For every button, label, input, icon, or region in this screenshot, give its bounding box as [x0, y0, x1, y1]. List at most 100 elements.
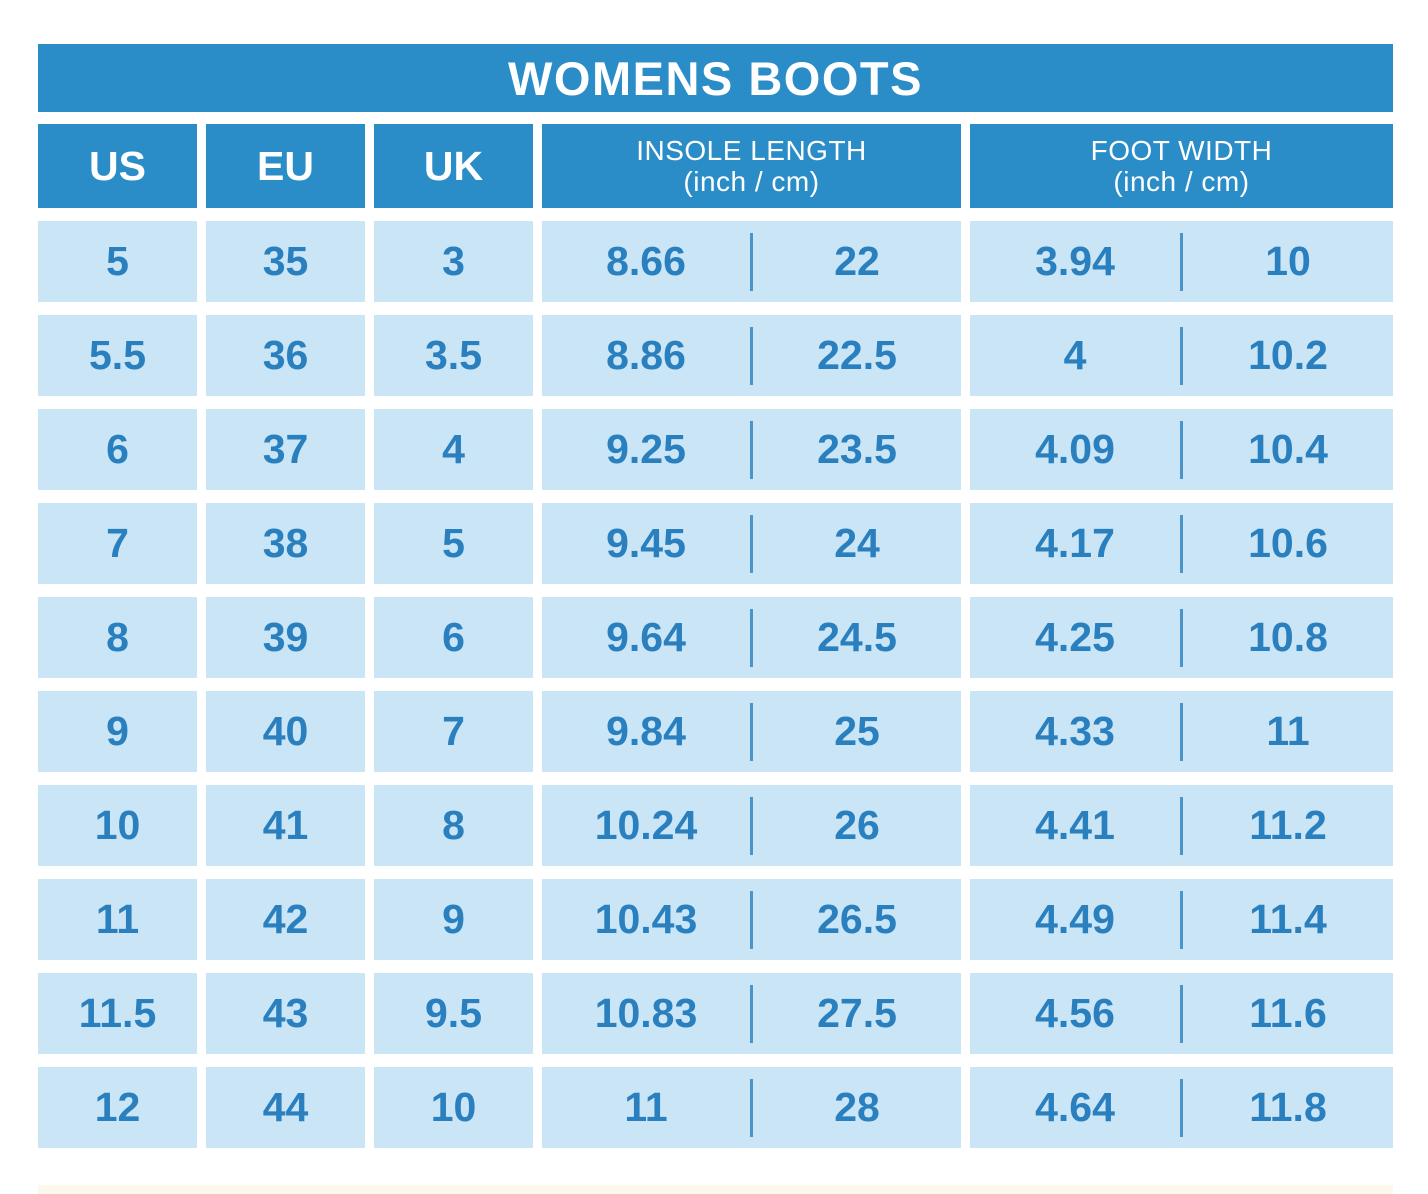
- cell-foot-width: 4.17 10.6: [970, 503, 1393, 584]
- table-row: 5.5 36 3.5 8.86 22.5 4 10.2: [38, 315, 1393, 396]
- insole-inch-value: 8.66: [606, 238, 686, 284]
- cell-foot-width: 4.33 11: [970, 691, 1393, 772]
- inch-cm-divider: [750, 232, 753, 291]
- insole-inch-value: 10.24: [594, 802, 698, 848]
- cell-foot-width: 4.56 11.6: [970, 973, 1393, 1054]
- foot-width-cm-value: 11.2: [1249, 802, 1327, 848]
- cell-uk: 7: [374, 691, 533, 772]
- inch-cm-divider: [750, 514, 753, 573]
- insole-cm-value: 22.5: [817, 332, 897, 378]
- column-header-insole-length-units: (inch / cm): [683, 166, 820, 197]
- inch-cm-divider: [1180, 514, 1183, 573]
- insole-cm-value: 24: [834, 520, 880, 566]
- insole-inch-value: 8.86: [606, 332, 686, 378]
- foot-width-inch-value: 3.94: [1035, 238, 1115, 284]
- inch-cm-divider: [1180, 984, 1183, 1043]
- cell-insole-length: 11 28: [542, 1067, 961, 1148]
- inch-cm-divider: [750, 984, 753, 1043]
- foot-width-cm-value: 11: [1266, 708, 1310, 754]
- inch-cm-divider: [1180, 1078, 1183, 1137]
- column-header-us: US: [38, 124, 197, 208]
- cell-us: 5: [38, 221, 197, 302]
- column-header-foot-width: FOOT WIDTH (inch / cm): [970, 124, 1393, 208]
- foot-width-cm-value: 11.6: [1249, 990, 1327, 1036]
- inch-cm-divider: [750, 420, 753, 479]
- cell-foot-width: 4.64 11.8: [970, 1067, 1393, 1148]
- cell-insole-length: 10.43 26.5: [542, 879, 961, 960]
- insole-inch-value: 10.43: [594, 896, 698, 942]
- insole-inch-value: 9.25: [606, 426, 686, 472]
- cell-uk: 8: [374, 785, 533, 866]
- foot-width-cm-value: 11.4: [1249, 896, 1327, 942]
- foot-width-inch-value: 4.64: [1035, 1084, 1115, 1130]
- cell-foot-width: 4.09 10.4: [970, 409, 1393, 490]
- foot-width-inch-value: 4.33: [1035, 708, 1115, 754]
- inch-cm-divider: [1180, 796, 1183, 855]
- foot-width-cm-value: 11.8: [1249, 1084, 1327, 1130]
- cell-us: 7: [38, 503, 197, 584]
- inch-cm-divider: [750, 890, 753, 949]
- foot-width-cm-value: 10.6: [1248, 520, 1328, 566]
- cell-eu: 38: [206, 503, 365, 584]
- table-row: 7 38 5 9.45 24 4.17 10.6: [38, 503, 1393, 584]
- insole-inch-value: 10.83: [594, 990, 698, 1036]
- insole-cm-value: 27.5: [817, 990, 897, 1036]
- cell-eu: 42: [206, 879, 365, 960]
- cell-insole-length: 10.24 26: [542, 785, 961, 866]
- table-header-row: US EU UK INSOLE LENGTH (inch / cm) FOOT …: [38, 124, 1393, 208]
- inch-cm-divider: [1180, 232, 1183, 291]
- inch-cm-divider: [1180, 890, 1183, 949]
- foot-width-inch-value: 4.41: [1035, 802, 1115, 848]
- cell-uk: 10: [374, 1067, 533, 1148]
- cell-insole-length: 10.83 27.5: [542, 973, 961, 1054]
- cell-uk: 3.5: [374, 315, 533, 396]
- cell-us: 5.5: [38, 315, 197, 396]
- table-row: 11 42 9 10.43 26.5 4.49 11.4: [38, 879, 1393, 960]
- cell-eu: 39: [206, 597, 365, 678]
- insole-cm-value: 26.5: [817, 896, 897, 942]
- cell-uk: 4: [374, 409, 533, 490]
- inch-cm-divider: [1180, 326, 1183, 385]
- table-row: 5 35 3 8.66 22 3.94 10: [38, 221, 1393, 302]
- table-row: 8 39 6 9.64 24.5 4.25 10.8: [38, 597, 1393, 678]
- table-row: 12 44 10 11 28 4.64 11.8: [38, 1067, 1393, 1148]
- cell-us: 9: [38, 691, 197, 772]
- cell-eu: 37: [206, 409, 365, 490]
- cell-foot-width: 4.25 10.8: [970, 597, 1393, 678]
- foot-width-inch-value: 4.49: [1035, 896, 1115, 942]
- column-header-eu: EU: [206, 124, 365, 208]
- insole-cm-value: 28: [834, 1084, 880, 1130]
- column-header-insole-length: INSOLE LENGTH (inch / cm): [542, 124, 961, 208]
- column-header-foot-width-title: FOOT WIDTH: [1090, 134, 1273, 166]
- inch-cm-divider: [750, 796, 753, 855]
- cell-eu: 36: [206, 315, 365, 396]
- cell-insole-length: 8.66 22: [542, 221, 961, 302]
- cell-us: 12: [38, 1067, 197, 1148]
- inch-cm-divider: [750, 608, 753, 667]
- insole-inch-value: 9.84: [606, 708, 686, 754]
- cell-foot-width: 4 10.2: [970, 315, 1393, 396]
- column-header-insole-length-title: INSOLE LENGTH: [636, 134, 867, 166]
- insole-cm-value: 22: [834, 238, 880, 284]
- inch-cm-divider: [1180, 608, 1183, 667]
- chart-title: WOMENS BOOTS: [508, 51, 923, 105]
- inch-cm-divider: [1180, 702, 1183, 761]
- cell-us: 8: [38, 597, 197, 678]
- insole-inch-value: 9.45: [606, 520, 686, 566]
- cell-uk: 9.5: [374, 973, 533, 1054]
- chart-title-bar: WOMENS BOOTS: [38, 44, 1393, 112]
- foot-width-inch-value: 4: [1063, 332, 1087, 378]
- insole-cm-value: 26: [834, 802, 880, 848]
- cell-eu: 41: [206, 785, 365, 866]
- column-header-uk: UK: [374, 124, 533, 208]
- next-section-edge: [38, 1185, 1393, 1194]
- cell-us: 10: [38, 785, 197, 866]
- cell-foot-width: 3.94 10: [970, 221, 1393, 302]
- foot-width-inch-value: 4.09: [1035, 426, 1115, 472]
- foot-width-cm-value: 10: [1265, 238, 1311, 284]
- cell-us: 11: [38, 879, 197, 960]
- insole-inch-value: 11: [624, 1084, 668, 1130]
- size-chart: WOMENS BOOTS US EU UK INSOLE LENGTH (inc…: [38, 44, 1393, 1148]
- cell-eu: 40: [206, 691, 365, 772]
- foot-width-cm-value: 10.4: [1248, 426, 1328, 472]
